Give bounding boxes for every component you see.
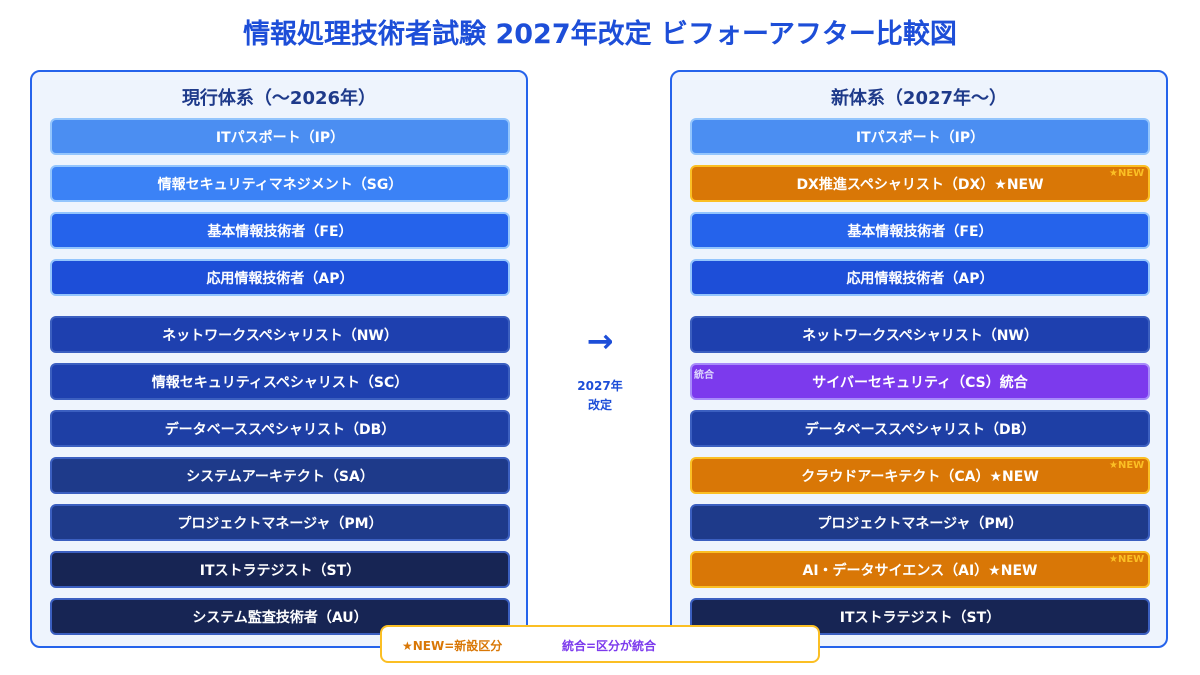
arrow-label: 改定 [587, 398, 612, 412]
exam-item: ITパスポート（IP） [690, 118, 1150, 155]
exam-item: 応用情報技術者（AP） [50, 259, 510, 296]
panel-header: 現行体系（〜2026年） [181, 88, 377, 109]
exam-item: 情報セキュリティスペシャリスト（SC） [50, 363, 510, 400]
exam-item: ITパスポート（IP） [50, 118, 510, 155]
exam-item: 基本情報技術者（FE） [690, 212, 1150, 249]
panel-header: 新体系（2027年〜） [830, 88, 1008, 109]
exam-item: AI・データサイエンス（AI）★NEW [690, 551, 1150, 588]
badge: ★NEW [1109, 460, 1145, 471]
title: 情報処理技術者試験 2027年改定 ビフォーアフター比較図 [243, 19, 957, 50]
exam-item: 基本情報技術者（FE） [50, 212, 510, 249]
exam-item: プロジェクトマネージャ（PM） [50, 504, 510, 541]
legend-merged: 統合=区分が統合 [562, 639, 657, 653]
exam-item: データベーススペシャリスト（DB） [690, 410, 1150, 447]
legend-new: ★NEW=新設区分 [402, 639, 503, 653]
exam-item: ネットワークスペシャリスト（NW） [50, 316, 510, 353]
exam-item: サイバーセキュリティ（CS）統合 [690, 363, 1150, 400]
legend: ★NEW=新設区分 統合=区分が統合 [380, 625, 820, 663]
badge: 統合 [694, 370, 714, 381]
exam-item: 応用情報技術者（AP） [690, 259, 1150, 296]
exam-item: ネットワークスペシャリスト（NW） [690, 316, 1150, 353]
arrow: → [586, 322, 614, 360]
exam-item: データベーススペシャリスト（DB） [50, 410, 510, 447]
exam-item: プロジェクトマネージャ（PM） [690, 504, 1150, 541]
exam-item: 情報セキュリティマネジメント（SG） [50, 165, 510, 202]
badge: ★NEW [1109, 168, 1145, 179]
exam-item: DX推進スペシャリスト（DX）★NEW [690, 165, 1150, 202]
exam-item: クラウドアーキテクト（CA）★NEW [690, 457, 1150, 494]
exam-item: システムアーキテクト（SA） [50, 457, 510, 494]
badge: ★NEW [1109, 554, 1145, 565]
exam-item: ITストラテジスト（ST） [50, 551, 510, 588]
arrow-label: 2027年 [577, 379, 623, 393]
